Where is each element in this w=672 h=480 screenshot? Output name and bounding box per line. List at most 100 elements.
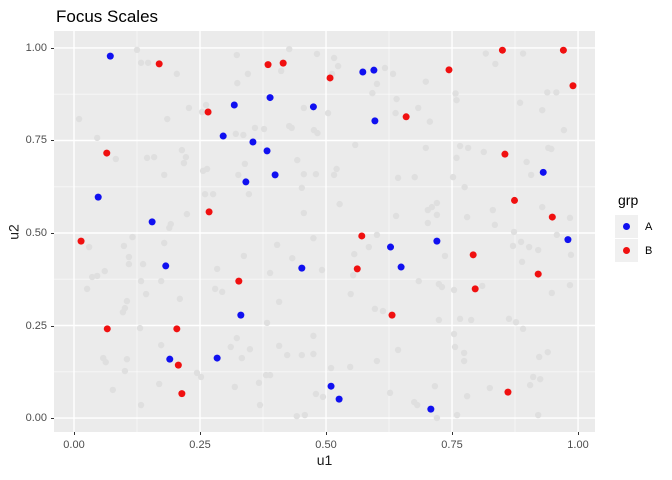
data-point-background	[144, 59, 152, 66]
data-point-B	[155, 60, 163, 68]
x-tick-mark	[452, 432, 453, 435]
data-point-background	[251, 124, 259, 132]
data-point-background	[313, 50, 321, 58]
data-point-background	[512, 318, 520, 326]
x-tick-mark	[200, 432, 201, 435]
data-point-background	[294, 156, 301, 164]
data-point-background	[433, 199, 441, 207]
data-point-background	[415, 104, 422, 112]
data-point-A	[271, 171, 279, 179]
data-point-background	[453, 96, 460, 104]
data-point-A	[371, 117, 379, 125]
data-point-background	[286, 45, 293, 53]
data-point-background	[88, 273, 96, 281]
data-point-background	[75, 115, 83, 123]
y-tick-label: 0.00	[25, 412, 47, 424]
data-point-B	[469, 251, 477, 259]
data-point-background	[453, 411, 461, 419]
data-point-background	[240, 131, 247, 139]
data-point-background	[534, 411, 542, 419]
data-point-B	[173, 325, 181, 333]
data-point-background	[298, 184, 306, 192]
data-point-background	[467, 316, 475, 324]
data-point-background	[435, 316, 443, 324]
data-point-background	[263, 319, 271, 327]
data-point-background	[255, 379, 263, 387]
data-point-A	[148, 218, 156, 226]
data-point-background	[256, 401, 264, 409]
data-point-background	[536, 353, 543, 361]
legend-key-swatch	[615, 215, 638, 238]
data-point-background	[422, 144, 430, 152]
data-point-background	[441, 252, 449, 260]
data-point-background	[312, 390, 320, 398]
data-point-background	[193, 369, 201, 377]
data-point-background	[424, 206, 432, 214]
data-point-background	[424, 219, 432, 227]
data-point-background	[136, 324, 144, 332]
data-point-background	[505, 315, 513, 323]
data-point-A	[427, 405, 435, 413]
data-point-background	[284, 351, 291, 359]
y-tick-mark	[51, 47, 54, 49]
data-point-A	[266, 94, 274, 102]
data-point-B	[358, 232, 366, 240]
data-point-background	[527, 171, 535, 179]
data-point-background	[246, 345, 254, 353]
data-point-B	[326, 74, 334, 82]
data-point-background	[143, 154, 151, 162]
data-point-background	[266, 269, 274, 277]
legend-point-icon	[623, 247, 630, 254]
data-point-background	[411, 173, 418, 181]
data-point-background	[518, 258, 526, 266]
data-point-background	[275, 298, 283, 306]
data-point-background	[123, 355, 131, 363]
data-point-B	[103, 325, 111, 333]
data-point-background	[234, 79, 241, 87]
data-point-background	[479, 282, 486, 290]
legend-point-icon	[623, 223, 630, 230]
data-point-background	[238, 354, 246, 362]
data-point-background	[166, 224, 173, 232]
data-point-background	[517, 238, 525, 246]
data-point-background	[519, 325, 527, 333]
data-point-background	[158, 277, 165, 285]
data-point-background	[244, 70, 252, 78]
data-point-background	[327, 364, 335, 372]
legend-label: B	[645, 244, 653, 257]
data-point-background	[351, 250, 358, 258]
data-point-background	[560, 126, 568, 134]
data-point-background	[456, 315, 464, 323]
data-point-B	[445, 66, 453, 74]
data-point-A	[387, 243, 395, 251]
data-point-background	[202, 101, 210, 109]
data-point-B	[388, 311, 396, 319]
data-point-background	[227, 343, 234, 351]
data-point-background	[125, 253, 133, 261]
data-point-background	[492, 60, 499, 68]
y-tick-label: 0.50	[25, 226, 47, 239]
data-point-A	[263, 147, 271, 155]
data-point-A	[166, 355, 174, 363]
data-point-background	[453, 154, 460, 162]
data-point-background	[449, 173, 457, 181]
data-point-B	[353, 265, 361, 273]
data-point-background	[310, 332, 317, 340]
data-point-B	[204, 108, 212, 116]
data-point-background	[164, 115, 171, 123]
data-point-background	[83, 285, 91, 293]
data-point-background	[139, 260, 147, 268]
data-point-background	[125, 260, 133, 268]
data-point-background	[525, 243, 533, 251]
data-point-background	[142, 290, 150, 298]
data-point-background	[392, 109, 399, 117]
data-point-background	[365, 243, 373, 251]
data-point-background	[203, 165, 211, 173]
data-point-background	[288, 124, 295, 132]
data-point-background	[369, 89, 376, 97]
data-point-background	[544, 89, 551, 96]
data-point-background	[101, 267, 108, 275]
data-point-background	[544, 348, 551, 356]
